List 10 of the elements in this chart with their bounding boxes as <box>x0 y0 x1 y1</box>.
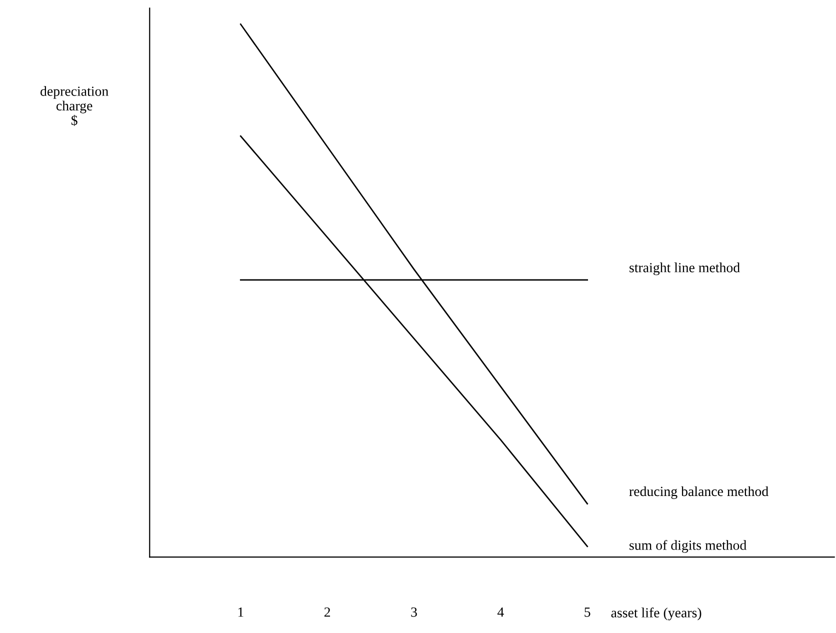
x-tick-label: 1 <box>238 608 244 617</box>
x-tick-label: 5 <box>584 608 590 617</box>
x-axis-title: asset life (years) <box>611 608 702 620</box>
x-tick-label: 2 <box>324 607 330 617</box>
y-axis-title: depreciation charge $ <box>40 86 108 126</box>
text: straight line method <box>630 262 740 276</box>
text: sum of digits method <box>630 540 746 553</box>
x-tick-label: 3 <box>411 607 417 617</box>
x-tick-label: 4 <box>497 608 504 617</box>
text: reducing balance method <box>629 486 768 499</box>
